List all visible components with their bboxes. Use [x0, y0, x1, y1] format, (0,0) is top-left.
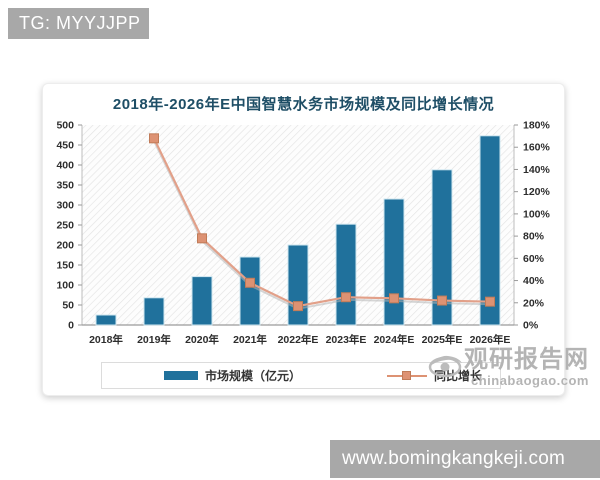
svg-text:80%: 80%: [523, 231, 545, 243]
chart-card: 2018年-2026年E中国智慧水务市场规模及同比增长情况 0 50 100 150 2…: [42, 83, 565, 396]
legend-label-yoy-growth: 同比增长: [434, 369, 483, 383]
svg-text:2020年: 2020年: [185, 333, 219, 346]
chart-title: 2018年-2026年E中国智慧水务市场规模及同比增长情况: [112, 96, 495, 113]
svg-text:2024年E: 2024年E: [373, 333, 414, 346]
svg-text:300: 300: [56, 200, 74, 212]
line-series-swatch-icon: [387, 371, 428, 380]
footer-url-text: www.bomingkangkeji.com: [342, 448, 565, 469]
legend-item-market-size: 市场规模（亿元）: [164, 367, 301, 384]
tg-badge: TG: MYYJJPP: [8, 8, 149, 39]
watermark-site-name: 观研报告网: [464, 346, 589, 373]
svg-text:2018年: 2018年: [89, 333, 123, 346]
svg-text:180%: 180%: [523, 120, 551, 132]
svg-text:2023年E: 2023年E: [325, 333, 366, 346]
svg-text:20%: 20%: [523, 297, 545, 309]
svg-text:120%: 120%: [523, 186, 551, 198]
legend-label-market-size: 市场规模（亿元）: [205, 369, 302, 383]
svg-text:2021年: 2021年: [233, 333, 267, 346]
svg-text:50: 50: [62, 300, 74, 312]
tg-badge-text: TG: MYYJJPP: [19, 13, 141, 33]
svg-text:150: 150: [56, 260, 74, 272]
svg-text:0%: 0%: [523, 320, 539, 332]
svg-text:2022年E: 2022年E: [277, 333, 318, 346]
svg-text:2025年E: 2025年E: [421, 333, 462, 346]
legend-item-yoy-growth: 同比增长: [387, 367, 482, 384]
footer-url-bar: www.bomingkangkeji.com: [330, 440, 600, 478]
chart-legend: 市场规模（亿元） 同比增长: [101, 362, 501, 389]
watermark: 观研报告网 chinabaogao.com: [426, 346, 588, 398]
svg-text:500: 500: [56, 120, 74, 132]
svg-text:140%: 140%: [523, 164, 551, 176]
svg-text:400: 400: [56, 160, 74, 172]
svg-text:250: 250: [56, 220, 74, 232]
svg-text:450: 450: [56, 140, 74, 152]
bar-series-swatch-icon: [164, 371, 198, 380]
svg-text:2026年E: 2026年E: [469, 333, 510, 346]
svg-text:40%: 40%: [523, 275, 545, 287]
svg-text:160%: 160%: [523, 142, 551, 154]
svg-text:200: 200: [56, 240, 74, 252]
svg-text:100: 100: [56, 280, 74, 292]
svg-text:350: 350: [56, 180, 74, 192]
svg-text:100%: 100%: [523, 208, 551, 220]
watermark-site-domain: chinabaogao.com: [470, 373, 589, 388]
svg-text:2019年: 2019年: [137, 333, 171, 346]
chart-plot-area: 0 50 100 150 200 250 300 350 400 450 500 0% 20% 40% 60…: [44, 117, 564, 359]
svg-text:60%: 60%: [523, 253, 545, 265]
combo-chart: 0 50 100 150 200 250 300 350 400 450 500 0% 20% 40% 60…: [56, 120, 551, 347]
svg-text:0: 0: [68, 320, 74, 332]
eye-logo-icon: [426, 350, 464, 385]
